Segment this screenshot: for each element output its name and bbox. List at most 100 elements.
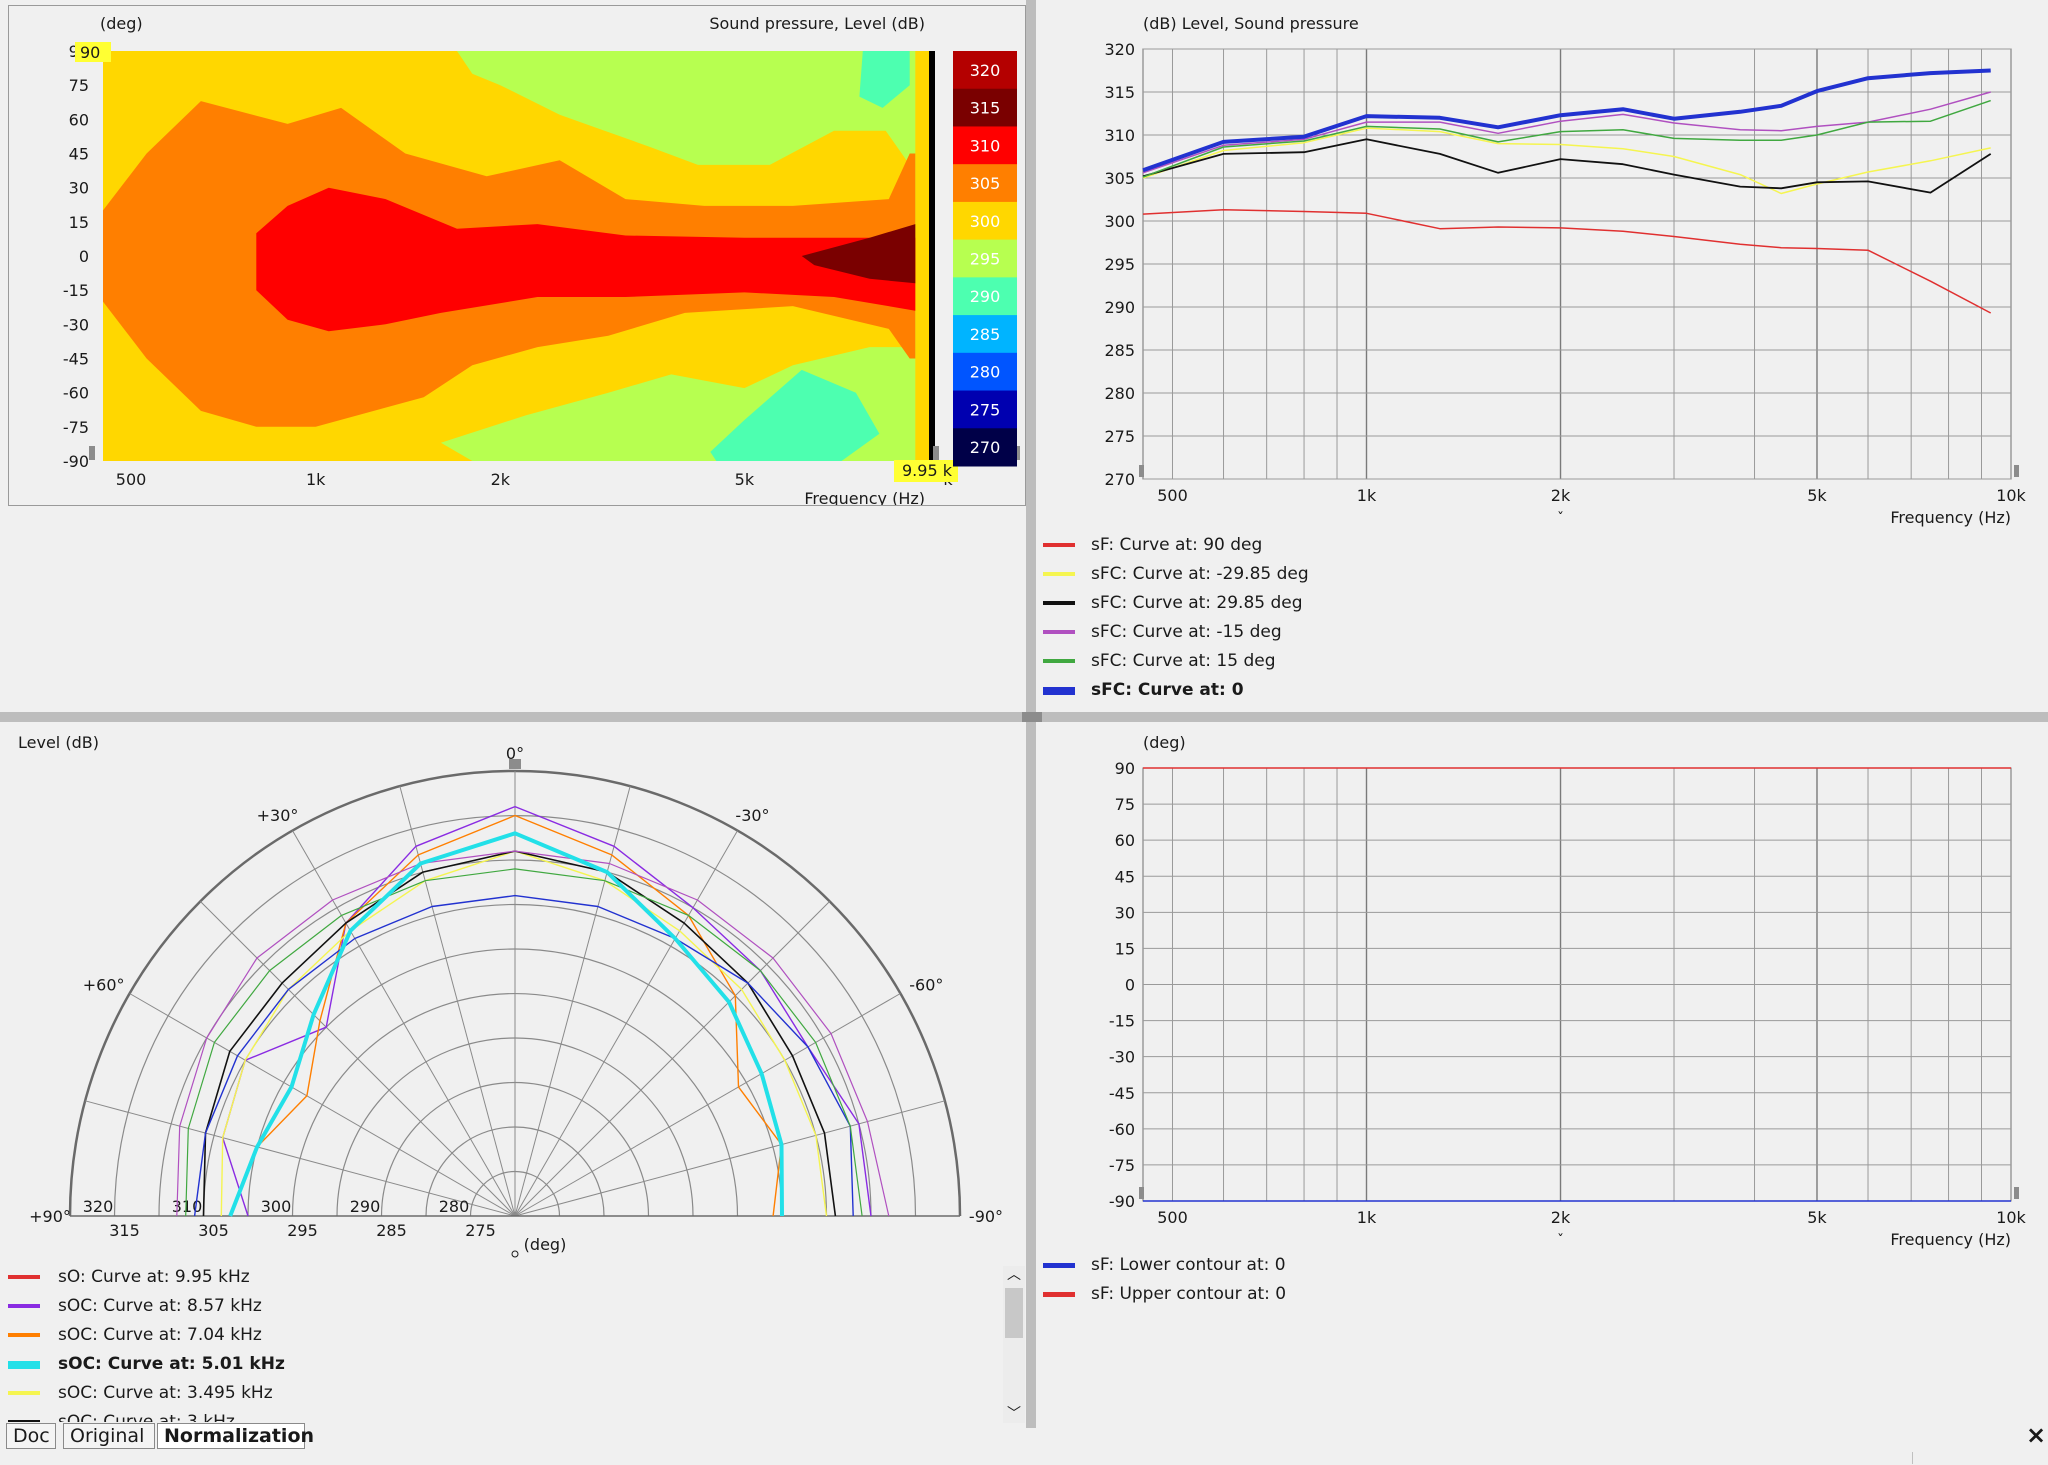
legend-item[interactable]: sFC: Curve at: 0 bbox=[1043, 679, 1523, 701]
polar-zero-handle bbox=[509, 759, 521, 769]
polar-angle-label: +30° bbox=[257, 806, 299, 825]
colorbar-label: 320 bbox=[970, 61, 1001, 80]
chart-title: (dB) Level, Sound pressure bbox=[1143, 14, 1359, 33]
heatmap-x-tick: 5k bbox=[735, 470, 755, 489]
legend-item[interactable]: sFC: Curve at: -15 deg bbox=[1043, 621, 1523, 643]
heatmap-band-290 bbox=[859, 51, 910, 108]
colorbar-swatch bbox=[953, 277, 1017, 316]
polar-series-7 bbox=[185, 868, 863, 1217]
y-tick-label: 310 bbox=[1104, 126, 1135, 145]
heatmap-cursor-line bbox=[929, 51, 935, 461]
y-tick-label: 300 bbox=[1104, 212, 1135, 231]
legend-swatch bbox=[8, 1361, 40, 1369]
legend-swatch bbox=[1043, 601, 1075, 605]
x-tick-label: 1k bbox=[1357, 486, 1377, 505]
y-tick-label: -90 bbox=[1109, 1192, 1135, 1211]
close-icon[interactable]: × bbox=[2026, 1421, 2047, 1449]
heatmap-marker-right: 9.95 k bbox=[902, 461, 953, 480]
legend-item[interactable]: sO: Curve at: 9.95 kHz bbox=[8, 1266, 908, 1288]
y-tick-label: 45 bbox=[1115, 867, 1135, 886]
heatmap-band-310 bbox=[256, 187, 916, 332]
scroll-thumb[interactable] bbox=[1005, 1288, 1023, 1338]
legend-swatch bbox=[1043, 572, 1075, 576]
legend-item[interactable]: sF: Curve at: 90 deg bbox=[1043, 534, 1523, 556]
polar-angle-label: +60° bbox=[83, 976, 125, 995]
splitter-grip[interactable] bbox=[1022, 712, 1042, 722]
polar-spoke bbox=[514, 830, 738, 1217]
colorbar-swatch bbox=[953, 315, 1017, 354]
contour-line-chart[interactable]: 90 75 60 45 30 15 0 -15 -30 -45 -60 -75 -90 500 1k 2k 5k… bbox=[1040, 722, 2030, 1267]
legend-item[interactable]: sOC: Curve at: 7.04 kHz bbox=[8, 1324, 908, 1346]
polar-chart[interactable]: Level (dB) 0° +30° +60° +90° -30° -60° -90° 320 3… bbox=[0, 722, 1020, 1267]
legend-label: sOC: Curve at: 3.495 kHz bbox=[58, 1383, 273, 1403]
y-axis-label: Level (dB) bbox=[18, 733, 99, 752]
y-tick-label: -60 bbox=[1109, 1120, 1135, 1139]
polar-spoke bbox=[514, 786, 631, 1217]
cursor-caret: ˇ bbox=[1557, 511, 1564, 527]
polar-angle-label: -60° bbox=[909, 976, 943, 995]
legend-scrollbar[interactable]: ︿ ﹀ bbox=[1003, 1266, 1025, 1423]
colorbar-swatch bbox=[953, 390, 1017, 429]
colorbar-label: 285 bbox=[970, 325, 1001, 344]
series-line-1 bbox=[1142, 127, 1991, 195]
legend-item[interactable]: sF: Lower contour at: 0 bbox=[1043, 1254, 1523, 1276]
legend-label: sOC: Curve at: 5.01 kHz bbox=[58, 1354, 285, 1374]
y-tick-label: -15 bbox=[1109, 1012, 1135, 1031]
y-tick-label: -45 bbox=[1109, 1084, 1135, 1103]
polar-ring-label: 275 bbox=[465, 1221, 496, 1240]
polar-series-8 bbox=[176, 850, 890, 1217]
x-tick-label: 2k bbox=[1551, 1208, 1571, 1227]
legend-swatch bbox=[1043, 659, 1075, 663]
colorbar-swatch bbox=[953, 428, 1017, 467]
heatmap-x-label: Frequency (Hz) bbox=[804, 489, 925, 505]
axis-range-handle bbox=[2014, 1187, 2019, 1199]
y-tick-label: -75 bbox=[1109, 1156, 1135, 1175]
legend-item[interactable]: sOC: Curve at: 3.495 kHz bbox=[8, 1382, 908, 1404]
colorbar-label: 270 bbox=[970, 438, 1001, 457]
legend-label: sOC: Curve at: 3 kHz bbox=[58, 1412, 235, 1422]
heatmap-y-tick: 30 bbox=[69, 179, 89, 198]
sound-pressure-line-chart[interactable]: 320 315 310 305 300 295 290 285 280 275 270 500 1k 2k… bbox=[1040, 0, 2030, 530]
heatmap-y-label: (deg) bbox=[100, 14, 143, 33]
polar-ring-label: 290 bbox=[350, 1197, 381, 1216]
legend-item[interactable]: sOC: Curve at: 8.57 kHz bbox=[8, 1295, 908, 1317]
polar-angle-label: 0° bbox=[506, 744, 524, 763]
x-tick-label: 2k bbox=[1551, 486, 1571, 505]
series-line-2 bbox=[1142, 138, 1992, 194]
legend-item[interactable]: sOC: Curve at: 3 kHz bbox=[8, 1411, 908, 1422]
legend-item[interactable]: sOC: Curve at: 5.01 kHz bbox=[8, 1353, 908, 1375]
scroll-up-icon[interactable]: ︿ bbox=[1007, 1267, 1021, 1283]
heatmap-chart[interactable]: 90 75 60 45 30 15 0 -15 -30 -45 -60 -75 -90 500 1k 2k 5k… bbox=[9, 6, 1025, 505]
polar-series-2 bbox=[229, 814, 783, 1217]
colorbar-label: 300 bbox=[970, 212, 1001, 231]
heatmap-x-tick: 1k bbox=[306, 470, 326, 489]
polar-origin-marker bbox=[511, 1250, 519, 1258]
heatmap-marker-top: 90 bbox=[80, 43, 100, 62]
legend-item[interactable]: sFC: Curve at: 29.85 deg bbox=[1043, 592, 1523, 614]
y-tick-label: 0 bbox=[1125, 976, 1135, 995]
polar-ring-label: 320 bbox=[83, 1197, 114, 1216]
heatmap-y-tick: -15 bbox=[63, 281, 89, 300]
tab-doc[interactable]: Doc bbox=[6, 1423, 56, 1449]
heatmap-y-tick: 75 bbox=[69, 76, 89, 95]
tab-normalization[interactable]: Normalization bbox=[157, 1423, 314, 1449]
scroll-down-icon[interactable]: ﹀ bbox=[1007, 1406, 1021, 1422]
legend-swatch bbox=[8, 1391, 40, 1395]
polar-angle-label: -90° bbox=[969, 1207, 1003, 1226]
legend-swatch bbox=[1043, 543, 1075, 547]
legend-swatch bbox=[1043, 630, 1075, 634]
y-tick-label: 275 bbox=[1104, 427, 1135, 446]
legend-item[interactable]: sF: Upper contour at: 0 bbox=[1043, 1283, 1523, 1305]
legend-item[interactable]: sFC: Curve at: 15 deg bbox=[1043, 650, 1523, 672]
polar-spoke bbox=[129, 993, 516, 1217]
legend-item[interactable]: sFC: Curve at: -29.85 deg bbox=[1043, 563, 1523, 585]
polar-series-3 bbox=[228, 831, 784, 1217]
legend-swatch bbox=[8, 1304, 40, 1308]
y-tick-label: 285 bbox=[1104, 341, 1135, 360]
colorbar-swatch bbox=[953, 352, 1017, 392]
y-tick-label: 280 bbox=[1104, 384, 1135, 403]
tab-original[interactable]: Original bbox=[63, 1423, 155, 1449]
y-tick-label: 320 bbox=[1104, 40, 1135, 59]
heatmap-x-tick: 500 bbox=[116, 470, 147, 489]
axis-range-handle bbox=[1139, 1187, 1144, 1199]
